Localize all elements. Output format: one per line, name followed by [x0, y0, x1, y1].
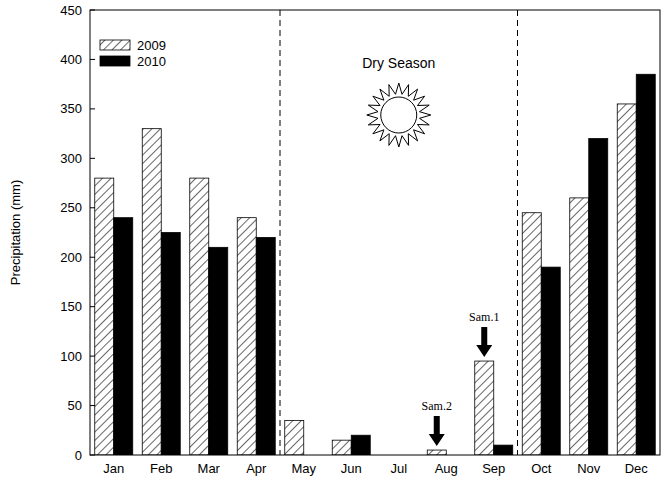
x-tick-label: Oct [531, 461, 552, 476]
chart: 0 50 100 150 200 250 300 350 400 450 Jan Feb Mar Apr M… [0, 0, 666, 487]
page: {"chart_data": {"type": "bar", "ylabel":… [0, 0, 666, 487]
x-tick-label: Jun [341, 461, 362, 476]
bar [190, 178, 209, 455]
x-tick-label: Jan [103, 461, 124, 476]
bar [522, 213, 541, 455]
plot-frame [90, 10, 660, 455]
sun-disc [381, 97, 417, 133]
legend-label: 2009 [137, 38, 166, 53]
bar [570, 198, 589, 455]
y-tick-label: 100 [60, 349, 82, 364]
bar [636, 74, 655, 455]
bar [161, 233, 180, 456]
y-tick [90, 158, 95, 159]
y-tick [90, 10, 95, 11]
y-tick [90, 356, 95, 357]
x-tick-label: Feb [150, 461, 172, 476]
y-axis-label: Precipitation (mm) [8, 180, 23, 285]
sample-arrow [429, 416, 445, 446]
bar [589, 139, 608, 455]
sample-label: Sam.1 [469, 310, 499, 324]
y-tick-label: 50 [68, 398, 82, 413]
y-tick-label: 350 [60, 101, 82, 116]
y-tick [90, 455, 95, 456]
y-tick [90, 207, 95, 208]
y-tick [90, 59, 95, 60]
bar [332, 440, 351, 455]
bars [95, 74, 656, 455]
bar [351, 435, 370, 455]
x-tick-label: May [291, 461, 316, 476]
y-tick-label: 0 [75, 448, 82, 463]
x-tick-label: Jul [390, 461, 407, 476]
y-tick-label: 150 [60, 299, 82, 314]
bar [617, 104, 636, 455]
y-tick [90, 257, 95, 258]
bar [256, 237, 275, 455]
sun-rays [367, 83, 431, 147]
bar [95, 178, 114, 455]
bar [475, 361, 494, 455]
y-tick [90, 405, 95, 406]
y-tick-label: 450 [60, 3, 82, 18]
season-boundary [517, 10, 518, 455]
y-tick-label: 200 [60, 250, 82, 265]
y-tick [90, 108, 95, 109]
x-tick-label: Sep [482, 461, 505, 476]
y-tick-label: 250 [60, 200, 82, 215]
x-tick-label: Nov [577, 461, 601, 476]
x-tick-label: Aug [435, 461, 458, 476]
bar [427, 450, 446, 455]
bar [209, 247, 228, 455]
y-tick-label: 400 [60, 52, 82, 67]
bar [237, 218, 256, 455]
season-boundary [280, 10, 281, 455]
y-tick-label: 300 [60, 151, 82, 166]
bar [494, 445, 513, 455]
x-tick-label: Mar [198, 461, 221, 476]
y-tick [90, 306, 95, 307]
bar [114, 218, 133, 455]
season-label: Dry Season [362, 55, 435, 71]
legend-label: 2010 [137, 54, 166, 69]
bar [142, 129, 161, 455]
x-tick-label: Apr [246, 461, 267, 476]
x-tick-label: Dec [625, 461, 649, 476]
sun-icon [367, 83, 431, 147]
sample-arrow [476, 327, 492, 357]
legend-swatch [100, 40, 130, 50]
bar [541, 267, 560, 455]
sample-label: Sam.2 [422, 399, 452, 413]
bar [285, 420, 304, 455]
legend-swatch [100, 56, 130, 66]
